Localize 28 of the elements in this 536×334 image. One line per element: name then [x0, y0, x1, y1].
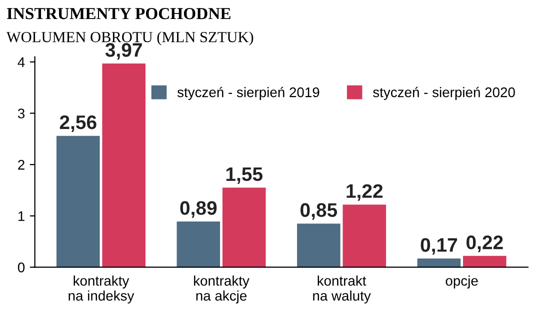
- data-label: 0,85: [300, 203, 338, 220]
- bar: [417, 258, 461, 268]
- bar: [222, 188, 266, 268]
- bar: [56, 136, 100, 268]
- x-tick-label: kontrakty na indeksy: [68, 276, 134, 304]
- data-label: 0,22: [466, 236, 503, 252]
- chart-title: INSTRUMENTY POCHODNE: [6, 8, 230, 20]
- y-tick-label: 3: [18, 108, 25, 118]
- y-tick-label: 0: [18, 262, 25, 272]
- bar: [463, 256, 506, 268]
- x-tick-label: kontrakt na waluty: [313, 276, 371, 304]
- bar: [102, 63, 146, 268]
- data-label: 0,17: [420, 238, 458, 255]
- y-tick-label: 2: [18, 160, 24, 170]
- data-label: 2,56: [60, 115, 96, 132]
- bar: [176, 222, 220, 268]
- x-tick-label: opcje: [446, 276, 478, 288]
- legend-label: styczeń - sierpień 2019: [177, 86, 320, 100]
- data-label: 0,89: [180, 201, 217, 218]
- x-tick-label: kontrakty na akcje: [194, 276, 250, 304]
- data-label: 1,55: [226, 167, 262, 184]
- y-tick-label: 1: [18, 211, 24, 221]
- data-label: 1,22: [346, 184, 383, 201]
- legend-label: styczeń - sierpień 2020: [373, 86, 515, 100]
- data-label: 3,97: [105, 43, 142, 60]
- bar: [297, 224, 340, 268]
- bar: [342, 204, 386, 268]
- y-tick-label: 4: [18, 57, 25, 67]
